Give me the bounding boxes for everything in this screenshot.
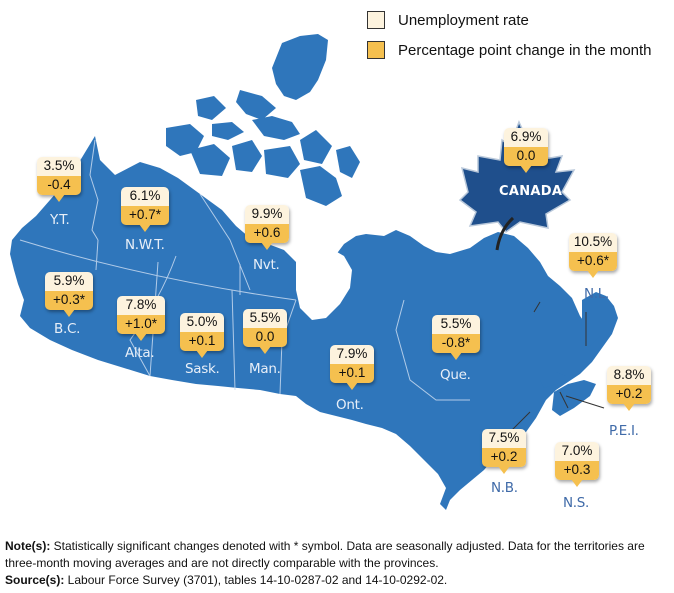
callout-yt: 3.5% -0.4 bbox=[37, 157, 81, 202]
region-label-nwt: N.W.T. bbox=[125, 237, 165, 253]
rate-value: 7.9% bbox=[330, 345, 374, 364]
callout-nb: 7.5% +0.2 bbox=[482, 429, 526, 474]
legend-item-unemployment-rate: Unemployment rate bbox=[367, 8, 652, 32]
hudson-bay bbox=[296, 248, 352, 320]
change-value: +0.3 bbox=[555, 461, 599, 480]
callout-bc: 5.9% +0.3* bbox=[45, 272, 93, 317]
rate-value: 7.0% bbox=[555, 442, 599, 461]
callout-ont: 7.9% +0.1 bbox=[330, 345, 374, 390]
rate-value: 3.5% bbox=[37, 157, 81, 176]
callout-nl: 10.5% +0.6* bbox=[569, 233, 617, 278]
legend-item-change: Percentage point change in the month bbox=[367, 38, 652, 62]
legend: Unemployment rate Percentage point chang… bbox=[367, 8, 652, 68]
region-label-nl: N.L. bbox=[584, 286, 610, 302]
change-value: -0.4 bbox=[37, 176, 81, 195]
callout-man: 5.5% 0.0 bbox=[243, 309, 287, 354]
callout-canada: 6.9% 0.0 bbox=[504, 128, 548, 173]
rate-value: 5.5% bbox=[432, 315, 480, 334]
region-label-ns: N.S. bbox=[563, 495, 590, 511]
region-label-yt: Y.T. bbox=[50, 212, 70, 228]
region-label-nb: N.B. bbox=[491, 480, 518, 496]
change-value: +0.2 bbox=[607, 385, 651, 404]
change-value: +1.0* bbox=[117, 315, 165, 334]
source-line: Source(s): Labour Force Survey (3701), t… bbox=[5, 572, 670, 589]
change-value: -0.8* bbox=[432, 334, 480, 353]
callout-nwt: 6.1% +0.7* bbox=[121, 187, 169, 232]
legend-label: Percentage point change in the month bbox=[398, 41, 652, 59]
note-text: Statistically significant changes denote… bbox=[5, 539, 645, 570]
region-label-sask: Sask. bbox=[185, 361, 220, 377]
rate-value: 10.5% bbox=[569, 233, 617, 252]
rate-value: 6.1% bbox=[121, 187, 169, 206]
region-label-ont: Ont. bbox=[336, 397, 364, 413]
rate-value: 9.9% bbox=[245, 205, 289, 224]
legend-swatch-rate bbox=[367, 11, 385, 29]
region-label-pei: P.E.I. bbox=[609, 423, 639, 439]
change-value: +0.1 bbox=[180, 332, 224, 351]
change-value: 0.0 bbox=[504, 147, 548, 166]
rate-value: 5.0% bbox=[180, 313, 224, 332]
canada-map bbox=[10, 34, 618, 510]
change-value: +0.3* bbox=[45, 291, 93, 310]
legend-label: Unemployment rate bbox=[398, 11, 529, 29]
rate-value: 7.5% bbox=[482, 429, 526, 448]
maple-leaf-icon bbox=[458, 120, 576, 251]
rate-value: 5.9% bbox=[45, 272, 93, 291]
source-label: Source(s): bbox=[5, 573, 65, 587]
region-label-nvt: Nvt. bbox=[253, 257, 280, 273]
region-label-que: Que. bbox=[440, 367, 471, 383]
change-value: +0.6* bbox=[569, 252, 617, 271]
region-label-bc: B.C. bbox=[54, 321, 81, 337]
rate-value: 8.8% bbox=[607, 366, 651, 385]
note-label: Note(s): bbox=[5, 539, 51, 553]
change-value: +0.6 bbox=[245, 224, 289, 243]
change-value: +0.1 bbox=[330, 364, 374, 383]
callout-nvt: 9.9% +0.6 bbox=[245, 205, 289, 250]
region-label-man: Man. bbox=[249, 361, 281, 377]
source-text: Labour Force Survey (3701), tables 14-10… bbox=[64, 573, 448, 587]
rate-value: 5.5% bbox=[243, 309, 287, 328]
callout-sask: 5.0% +0.1 bbox=[180, 313, 224, 358]
callout-alta: 7.8% +1.0* bbox=[117, 296, 165, 341]
canada-label: CANADA bbox=[499, 184, 563, 199]
change-value: +0.2 bbox=[482, 448, 526, 467]
rate-value: 6.9% bbox=[504, 128, 548, 147]
rate-value: 7.8% bbox=[117, 296, 165, 315]
legend-swatch-change bbox=[367, 41, 385, 59]
landmass bbox=[10, 34, 618, 510]
change-value: +0.7* bbox=[121, 206, 169, 225]
callout-ns: 7.0% +0.3 bbox=[555, 442, 599, 487]
region-label-alta: Alta. bbox=[125, 345, 155, 361]
leader-lines bbox=[511, 301, 605, 431]
note-line: Note(s): Statistically significant chang… bbox=[5, 538, 670, 572]
callout-pei: 8.8% +0.2 bbox=[607, 366, 651, 411]
notes: Note(s): Statistically significant chang… bbox=[5, 538, 670, 589]
change-value: 0.0 bbox=[243, 328, 287, 347]
callout-que: 5.5% -0.8* bbox=[432, 315, 480, 360]
